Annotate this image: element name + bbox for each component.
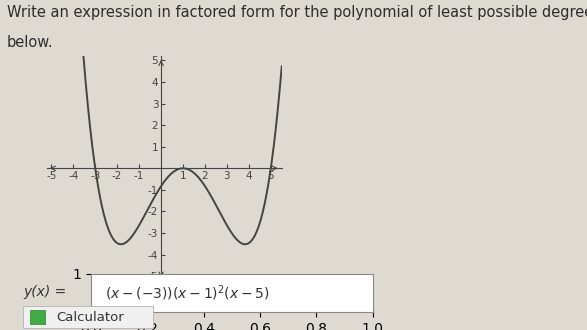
Text: Write an expression in factored form for the polynomial of least possible degree: Write an expression in factored form for… [7, 5, 587, 20]
Text: Q: Q [205, 274, 215, 287]
FancyBboxPatch shape [30, 311, 45, 324]
Text: below.: below. [7, 35, 53, 50]
Text: Calculator: Calculator [56, 311, 123, 324]
Text: y(x) =: y(x) = [23, 285, 67, 299]
Text: $(x-(-3))(x-1)^{2}(x-5)$: $(x-(-3))(x-1)^{2}(x-5)$ [105, 283, 269, 303]
